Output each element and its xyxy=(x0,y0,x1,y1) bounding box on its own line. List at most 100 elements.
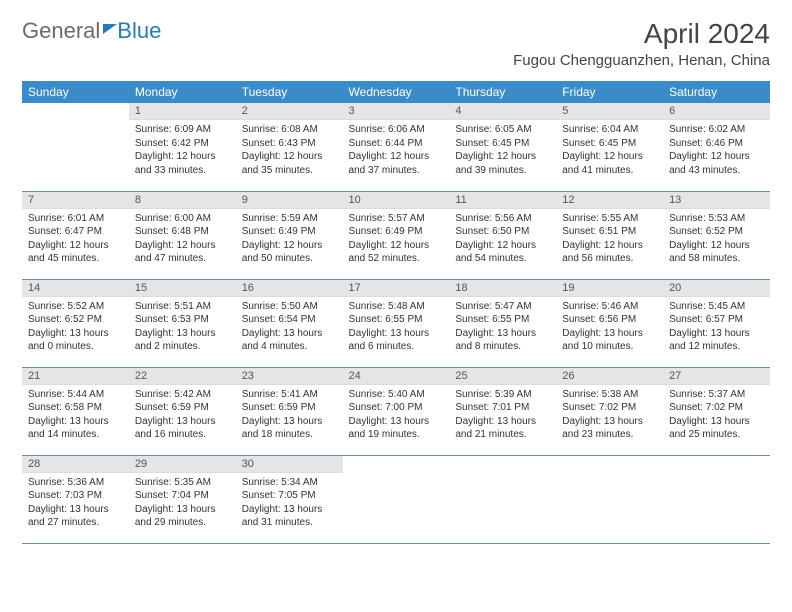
daylight-line: Daylight: 13 hours and 31 minutes. xyxy=(242,503,337,530)
sunrise-line: Sunrise: 5:38 AM xyxy=(562,388,657,402)
sunset-line: Sunset: 6:52 PM xyxy=(669,225,764,239)
sunset-line: Sunset: 6:45 PM xyxy=(562,137,657,151)
day-number: 3 xyxy=(343,103,450,120)
day-number: 15 xyxy=(129,280,236,297)
logo: General Blue xyxy=(22,18,161,44)
calendar-cell xyxy=(556,455,663,543)
calendar-cell: 15Sunrise: 5:51 AMSunset: 6:53 PMDayligh… xyxy=(129,279,236,367)
day-body: Sunrise: 5:41 AMSunset: 6:59 PMDaylight:… xyxy=(236,385,343,447)
day-number: 29 xyxy=(129,456,236,473)
sunset-line: Sunset: 6:48 PM xyxy=(135,225,230,239)
sunset-line: Sunset: 6:46 PM xyxy=(669,137,764,151)
title-block: April 2024 Fugou Chengguanzhen, Henan, C… xyxy=(513,18,770,69)
weekday-header: Tuesday xyxy=(236,81,343,103)
day-body: Sunrise: 5:44 AMSunset: 6:58 PMDaylight:… xyxy=(22,385,129,447)
daylight-line: Daylight: 12 hours and 58 minutes. xyxy=(669,239,764,266)
weekday-header: Thursday xyxy=(449,81,556,103)
day-body: Sunrise: 6:02 AMSunset: 6:46 PMDaylight:… xyxy=(663,120,770,182)
daylight-line: Daylight: 12 hours and 41 minutes. xyxy=(562,150,657,177)
location: Fugou Chengguanzhen, Henan, China xyxy=(513,52,770,69)
sunset-line: Sunset: 6:51 PM xyxy=(562,225,657,239)
daylight-line: Daylight: 13 hours and 21 minutes. xyxy=(455,415,550,442)
day-number: 16 xyxy=(236,280,343,297)
day-body: Sunrise: 5:51 AMSunset: 6:53 PMDaylight:… xyxy=(129,297,236,359)
day-body: Sunrise: 6:08 AMSunset: 6:43 PMDaylight:… xyxy=(236,120,343,182)
calendar-week-row: 1Sunrise: 6:09 AMSunset: 6:42 PMDaylight… xyxy=(22,103,770,191)
calendar-cell: 18Sunrise: 5:47 AMSunset: 6:55 PMDayligh… xyxy=(449,279,556,367)
sunset-line: Sunset: 7:01 PM xyxy=(455,401,550,415)
daylight-line: Daylight: 12 hours and 45 minutes. xyxy=(28,239,123,266)
calendar-cell xyxy=(663,455,770,543)
sunrise-line: Sunrise: 5:45 AM xyxy=(669,300,764,314)
calendar-cell: 24Sunrise: 5:40 AMSunset: 7:00 PMDayligh… xyxy=(343,367,450,455)
day-body: Sunrise: 5:55 AMSunset: 6:51 PMDaylight:… xyxy=(556,209,663,271)
sunset-line: Sunset: 6:52 PM xyxy=(28,313,123,327)
day-number: 17 xyxy=(343,280,450,297)
day-body: Sunrise: 5:46 AMSunset: 6:56 PMDaylight:… xyxy=(556,297,663,359)
day-body: Sunrise: 5:39 AMSunset: 7:01 PMDaylight:… xyxy=(449,385,556,447)
day-number: 13 xyxy=(663,192,770,209)
daylight-line: Daylight: 12 hours and 52 minutes. xyxy=(349,239,444,266)
day-body: Sunrise: 5:42 AMSunset: 6:59 PMDaylight:… xyxy=(129,385,236,447)
calendar-cell: 8Sunrise: 6:00 AMSunset: 6:48 PMDaylight… xyxy=(129,191,236,279)
sunset-line: Sunset: 6:56 PM xyxy=(562,313,657,327)
calendar-week-row: 14Sunrise: 5:52 AMSunset: 6:52 PMDayligh… xyxy=(22,279,770,367)
sunset-line: Sunset: 6:59 PM xyxy=(242,401,337,415)
sunrise-line: Sunrise: 5:55 AM xyxy=(562,212,657,226)
sunrise-line: Sunrise: 6:04 AM xyxy=(562,123,657,137)
calendar-cell: 30Sunrise: 5:34 AMSunset: 7:05 PMDayligh… xyxy=(236,455,343,543)
sunrise-line: Sunrise: 5:56 AM xyxy=(455,212,550,226)
sunrise-line: Sunrise: 6:01 AM xyxy=(28,212,123,226)
calendar-cell: 11Sunrise: 5:56 AMSunset: 6:50 PMDayligh… xyxy=(449,191,556,279)
sunset-line: Sunset: 6:50 PM xyxy=(455,225,550,239)
day-body: Sunrise: 5:48 AMSunset: 6:55 PMDaylight:… xyxy=(343,297,450,359)
day-number: 10 xyxy=(343,192,450,209)
day-body: Sunrise: 6:05 AMSunset: 6:45 PMDaylight:… xyxy=(449,120,556,182)
daylight-line: Daylight: 12 hours and 37 minutes. xyxy=(349,150,444,177)
day-number: 28 xyxy=(22,456,129,473)
sunrise-line: Sunrise: 6:05 AM xyxy=(455,123,550,137)
sunset-line: Sunset: 6:47 PM xyxy=(28,225,123,239)
day-number: 11 xyxy=(449,192,556,209)
calendar-cell xyxy=(22,103,129,191)
sunrise-line: Sunrise: 5:39 AM xyxy=(455,388,550,402)
sunset-line: Sunset: 6:54 PM xyxy=(242,313,337,327)
day-body: Sunrise: 5:34 AMSunset: 7:05 PMDaylight:… xyxy=(236,473,343,535)
sunrise-line: Sunrise: 5:47 AM xyxy=(455,300,550,314)
sunrise-line: Sunrise: 5:44 AM xyxy=(28,388,123,402)
day-number: 22 xyxy=(129,368,236,385)
day-number: 23 xyxy=(236,368,343,385)
day-body: Sunrise: 5:56 AMSunset: 6:50 PMDaylight:… xyxy=(449,209,556,271)
daylight-line: Daylight: 12 hours and 43 minutes. xyxy=(669,150,764,177)
daylight-line: Daylight: 13 hours and 6 minutes. xyxy=(349,327,444,354)
daylight-line: Daylight: 13 hours and 10 minutes. xyxy=(562,327,657,354)
sunset-line: Sunset: 6:42 PM xyxy=(135,137,230,151)
header: General Blue April 2024 Fugou Chengguanz… xyxy=(22,18,770,69)
logo-text-general: General xyxy=(22,18,100,44)
day-number: 18 xyxy=(449,280,556,297)
day-body: Sunrise: 5:40 AMSunset: 7:00 PMDaylight:… xyxy=(343,385,450,447)
day-body: Sunrise: 5:50 AMSunset: 6:54 PMDaylight:… xyxy=(236,297,343,359)
day-number: 27 xyxy=(663,368,770,385)
weekday-header: Wednesday xyxy=(343,81,450,103)
calendar-cell: 29Sunrise: 5:35 AMSunset: 7:04 PMDayligh… xyxy=(129,455,236,543)
calendar-cell: 10Sunrise: 5:57 AMSunset: 6:49 PMDayligh… xyxy=(343,191,450,279)
logo-triangle-icon xyxy=(103,24,117,34)
daylight-line: Daylight: 12 hours and 39 minutes. xyxy=(455,150,550,177)
sunset-line: Sunset: 7:05 PM xyxy=(242,489,337,503)
calendar-cell: 20Sunrise: 5:45 AMSunset: 6:57 PMDayligh… xyxy=(663,279,770,367)
day-body: Sunrise: 6:04 AMSunset: 6:45 PMDaylight:… xyxy=(556,120,663,182)
day-body: Sunrise: 5:36 AMSunset: 7:03 PMDaylight:… xyxy=(22,473,129,535)
daylight-line: Daylight: 13 hours and 4 minutes. xyxy=(242,327,337,354)
daylight-line: Daylight: 13 hours and 0 minutes. xyxy=(28,327,123,354)
daylight-line: Daylight: 13 hours and 12 minutes. xyxy=(669,327,764,354)
calendar-cell: 16Sunrise: 5:50 AMSunset: 6:54 PMDayligh… xyxy=(236,279,343,367)
daylight-line: Daylight: 12 hours and 47 minutes. xyxy=(135,239,230,266)
calendar-week-row: 28Sunrise: 5:36 AMSunset: 7:03 PMDayligh… xyxy=(22,455,770,543)
sunset-line: Sunset: 7:03 PM xyxy=(28,489,123,503)
weekday-header: Friday xyxy=(556,81,663,103)
day-number: 26 xyxy=(556,368,663,385)
calendar-cell: 1Sunrise: 6:09 AMSunset: 6:42 PMDaylight… xyxy=(129,103,236,191)
day-number: 20 xyxy=(663,280,770,297)
calendar-cell: 26Sunrise: 5:38 AMSunset: 7:02 PMDayligh… xyxy=(556,367,663,455)
